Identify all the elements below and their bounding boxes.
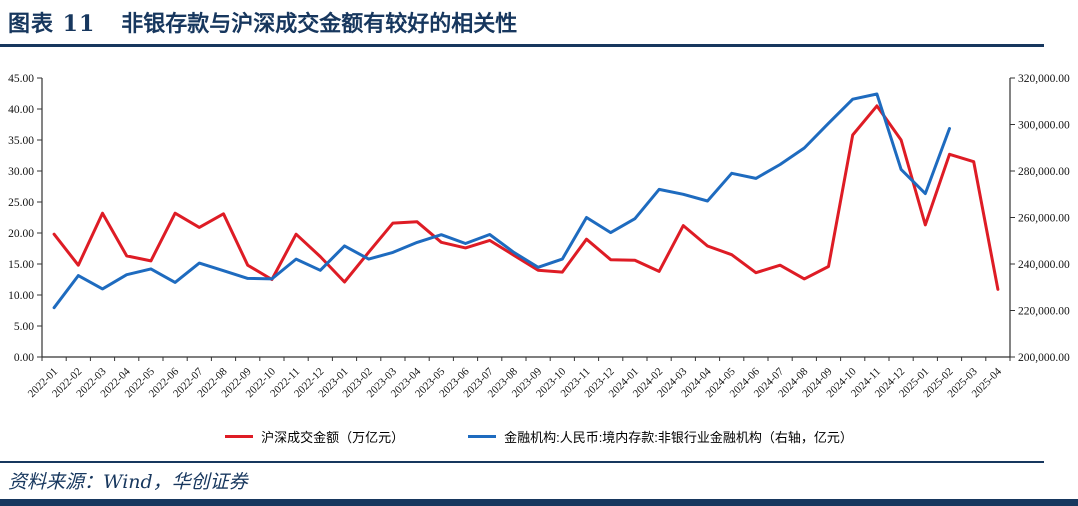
legend-item-deposits: 金融机构:人民币:境内存款:非银行业金融机构（右轴，亿元） <box>468 427 853 446</box>
figure-header: 图表 11 非银存款与沪深成交金额有较好的相关性 <box>8 6 517 38</box>
source-text: 资料来源：Wind，华创证券 <box>8 471 248 493</box>
y-axis-left-tick-label: 35.00 <box>8 135 34 147</box>
figure-title: 非银存款与沪深成交金额有较好的相关性 <box>121 11 518 37</box>
legend-label-deposits: 金融机构:人民币:境内存款:非银行业金融机构（右轴，亿元） <box>504 430 853 445</box>
line-chart: 0.00 5.00 10.00 15.00 20.00 25.00 30.00 35.00 40… <box>0 58 1078 460</box>
bottom-accent-bar <box>0 499 1078 506</box>
title-rule <box>0 44 1044 47</box>
series-line-0 <box>52 104 1000 291</box>
y-axis-left-tick-label: 40.00 <box>8 104 34 116</box>
y-axis-left-tick-label: 45.00 <box>8 73 34 85</box>
y-axis-right-tick-label: 200,000.00 <box>1018 352 1070 364</box>
y-axis-left-tick-label: 25.00 <box>8 197 34 209</box>
y-axis-left-tick-label: 5.00 <box>14 321 34 333</box>
series-line-1 <box>52 92 951 310</box>
legend-item-turnover: 沪深成交金额（万亿元） <box>225 427 404 446</box>
y-axis-left-tick-label: 0.00 <box>14 352 34 364</box>
chart-svg: 0.00 5.00 10.00 15.00 20.00 25.00 30.00 35.00 40… <box>8 73 1070 400</box>
y-axis-right-tick-label: 280,000.00 <box>1018 166 1070 178</box>
source-rule <box>0 461 1044 463</box>
chart-legend: 沪深成交金额（万亿元） 金融机构:人民币:境内存款:非银行业金融机构（右轴，亿元… <box>0 427 1078 446</box>
blue-line-swatch <box>468 435 497 438</box>
red-line-swatch <box>225 435 254 438</box>
y-axis-right-tick-label: 300,000.00 <box>1018 120 1070 132</box>
y-axis-right-tick-label: 220,000.00 <box>1018 306 1070 318</box>
y-axis-right-tick-label: 320,000.00 <box>1018 73 1070 85</box>
legend-label-turnover: 沪深成交金额（万亿元） <box>261 430 405 445</box>
y-axis-right-tick-label: 240,000.00 <box>1018 259 1070 271</box>
y-axis-left-tick-label: 20.00 <box>8 228 34 240</box>
y-axis-left-tick-label: 10.00 <box>8 290 34 302</box>
y-axis-right-tick-label: 260,000.00 <box>1018 213 1070 225</box>
y-axis-left-tick-label: 15.00 <box>8 259 34 271</box>
y-axis-left-tick-label: 30.00 <box>8 166 34 178</box>
figure-label: 图表 11 <box>8 11 96 37</box>
